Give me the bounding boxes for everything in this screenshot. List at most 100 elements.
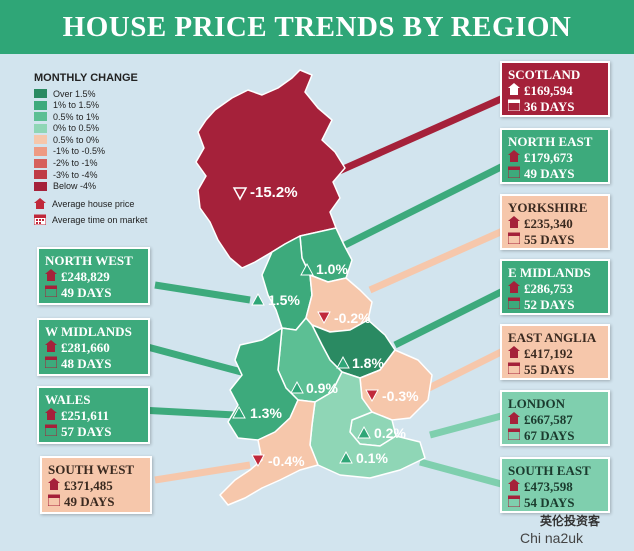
connector-scotland xyxy=(328,91,512,179)
legend-swatch xyxy=(34,112,47,122)
calendar-icon xyxy=(507,232,521,248)
legend-swatch xyxy=(34,123,47,133)
house-icon xyxy=(45,408,57,424)
down-arrow-icon xyxy=(232,187,248,201)
legend-item: -1% to -0.5% xyxy=(34,146,184,157)
house-icon xyxy=(508,150,520,166)
region-box-north-west: NORTH WEST £248,829 49 DAYS xyxy=(37,247,150,305)
up-arrow-icon xyxy=(232,405,246,419)
uk-map: -15.2% 1.0% 1.5% -0.2% 1.8% 0.9% -0.3% 1… xyxy=(139,69,512,506)
region-box-wales: WALES £251,611 57 DAYS xyxy=(37,386,150,444)
calendar-icon xyxy=(507,428,521,444)
legend-item: 0.5% to 1% xyxy=(34,111,184,122)
change-north-west: 1.5% xyxy=(268,292,300,308)
legend-label: Over 1.5% xyxy=(53,88,96,99)
up-arrow-icon xyxy=(339,450,353,464)
legend-swatch xyxy=(34,170,47,180)
change-north-east: 1.0% xyxy=(316,261,348,277)
down-arrow-icon xyxy=(251,454,265,468)
calendar-icon xyxy=(44,356,58,372)
up-arrow-icon xyxy=(251,292,265,306)
change-e-midlands: 1.8% xyxy=(352,355,384,371)
change-markers: -15.2% 1.0% 1.5% -0.2% 1.8% 0.9% -0.3% 1… xyxy=(232,184,419,469)
house-icon xyxy=(508,412,520,428)
legend-label: 0.5% to 0% xyxy=(53,134,100,145)
down-arrow-icon xyxy=(365,389,379,403)
region-south-east xyxy=(309,371,426,479)
watermark: 英伦投资客 xyxy=(540,514,601,528)
connector-east-anglia xyxy=(423,346,507,394)
legend-swatch xyxy=(34,181,47,191)
calendar-icon xyxy=(47,494,61,510)
legend-label: 0% to 0.5% xyxy=(53,123,100,134)
legend-item: -3% to -4% xyxy=(34,169,184,180)
change-yorkshire: -0.2% xyxy=(334,310,371,326)
house-icon xyxy=(34,197,46,211)
connector-london xyxy=(429,411,506,439)
house-icon xyxy=(508,281,520,297)
legend-price-note: Average house price xyxy=(34,197,184,211)
legend-title: MONTHLY CHANGE xyxy=(34,72,138,84)
up-arrow-icon xyxy=(357,425,371,439)
connector-south-west xyxy=(154,461,251,484)
legend-label: 1% to 1.5% xyxy=(53,100,100,111)
region-box-e-midlands: E MIDLANDS £286,753 52 DAYS xyxy=(500,259,610,315)
legend-item: 1% to 1.5% xyxy=(34,100,184,111)
region-box-yorkshire: YORKSHIRE £235,340 55 DAYS xyxy=(500,194,610,250)
region-box-south-east: SOUTH EAST £473,598 54 DAYS xyxy=(500,457,610,513)
legend-label: 0.5% to 1% xyxy=(53,111,100,122)
calendar-icon xyxy=(44,424,58,440)
up-arrow-icon xyxy=(336,355,350,369)
legend-swatch xyxy=(34,135,47,145)
legend-time-note: Average time on market xyxy=(33,214,184,227)
legend-swatch xyxy=(34,89,47,98)
house-icon xyxy=(48,478,60,494)
legend-item: -2% to -1% xyxy=(34,158,184,169)
region-box-south-west: SOUTH WEST £371,485 49 DAYS xyxy=(40,456,152,514)
legend-item: Over 1.5% xyxy=(34,88,184,99)
calendar-icon xyxy=(507,495,521,511)
connector-yorkshire xyxy=(368,226,507,294)
legend-item: Below -4% xyxy=(34,181,184,192)
legend-label: -2% to -1% xyxy=(53,158,98,169)
watermark-site: Chi na2uk xyxy=(520,530,584,546)
down-arrow-icon xyxy=(317,311,331,325)
page-title: HOUSE PRICE TRENDS BY REGION xyxy=(0,0,634,54)
house-icon xyxy=(508,479,520,495)
up-arrow-icon xyxy=(290,380,304,394)
legend-swatch xyxy=(34,100,47,110)
change-london: 0.2% xyxy=(374,425,406,441)
calendar-icon xyxy=(44,285,58,301)
legend-item: 0% to 0.5% xyxy=(34,123,184,134)
house-icon xyxy=(45,340,57,356)
calendar-icon xyxy=(507,166,521,182)
region-box-north-east: NORTH EAST £179,673 49 DAYS xyxy=(500,128,610,184)
legend-swatch xyxy=(34,146,47,156)
legend-label: -3% to -4% xyxy=(53,169,98,180)
connector-north-east xyxy=(343,161,507,249)
change-wales: 1.3% xyxy=(250,405,282,421)
region-box-london: LONDON £667,587 67 DAYS xyxy=(500,390,610,446)
legend-label: -1% to -0.5% xyxy=(53,146,106,157)
change-scotland: -15.2% xyxy=(250,184,298,201)
legend-swatch xyxy=(34,158,47,168)
calendar-icon xyxy=(33,214,47,227)
connector-north-west xyxy=(154,281,251,304)
change-south-east: 0.1% xyxy=(356,450,388,466)
change-south-west: -0.4% xyxy=(268,453,305,469)
legend-label: Below -4% xyxy=(53,181,97,192)
calendar-icon xyxy=(507,99,521,115)
region-box-east-anglia: EAST ANGLIA £417,192 55 DAYS xyxy=(500,324,610,380)
house-icon xyxy=(508,346,520,362)
connector-lines xyxy=(139,91,512,489)
region-box-w-midlands: W MIDLANDS £281,660 48 DAYS xyxy=(37,318,150,376)
connector-south-east xyxy=(419,458,506,489)
legend-item: 0.5% to 0% xyxy=(34,134,184,145)
house-icon xyxy=(508,83,520,99)
legend: MONTHLY CHANGE Over 1.5% 1% to 1.5% 0.5% t… xyxy=(33,72,184,227)
house-icon xyxy=(45,269,57,285)
connector-e-midlands xyxy=(393,286,507,349)
change-east-anglia: -0.3% xyxy=(382,388,419,404)
change-w-midlands: 0.9% xyxy=(306,380,338,396)
house-icon xyxy=(508,216,520,232)
